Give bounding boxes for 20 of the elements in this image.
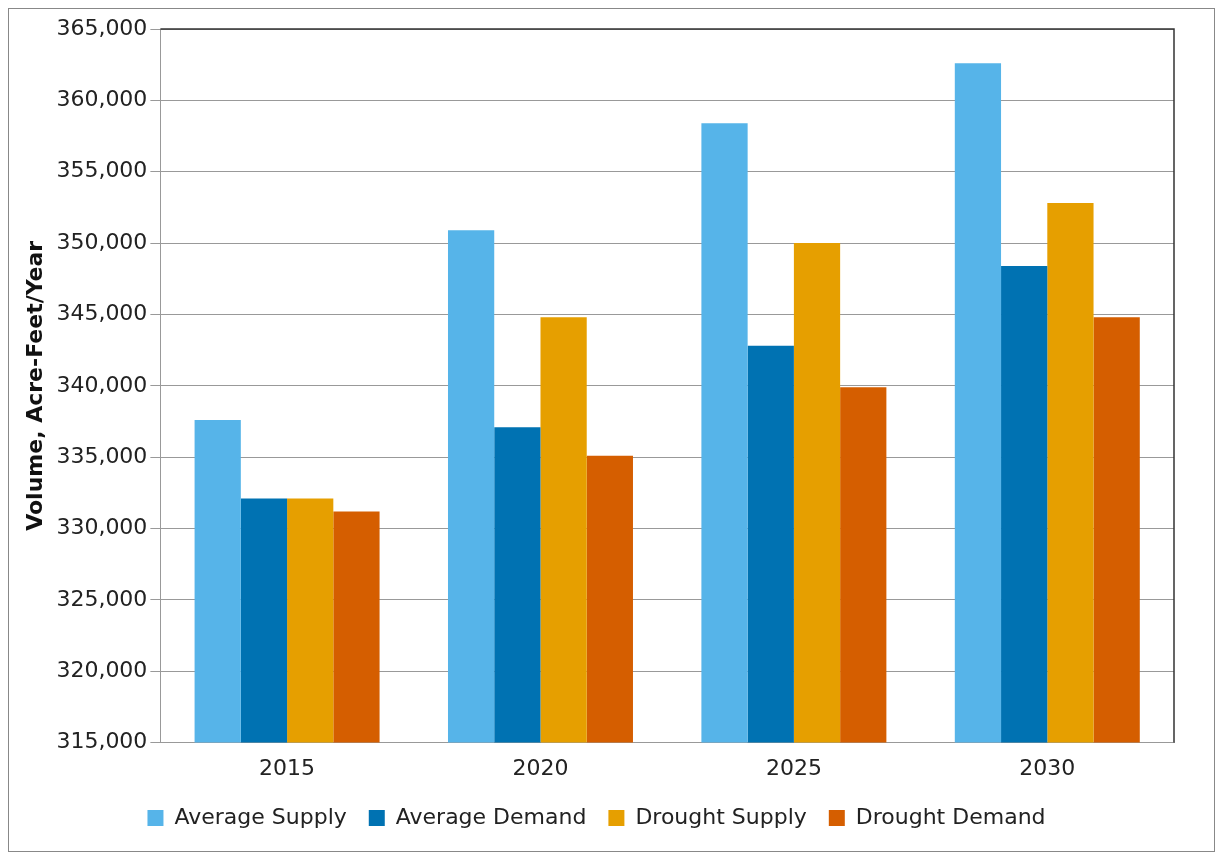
- y-tick-label: 320,000: [56, 656, 148, 682]
- y-axis-title: Volume, Acre-Feet/Year: [21, 240, 47, 531]
- y-tick-label: 365,000: [56, 14, 148, 40]
- y-tick-label: 325,000: [56, 585, 148, 611]
- y-tick-label: 345,000: [56, 300, 148, 326]
- legend-label: Average Supply: [174, 803, 347, 829]
- x-tick-label: 2015: [259, 754, 316, 780]
- y-tick-label: 315,000: [56, 728, 148, 754]
- x-tick-label: 2030: [1019, 754, 1076, 780]
- x-tick-label: 2025: [765, 754, 822, 780]
- y-tick-label: 350,000: [56, 228, 148, 254]
- y-tick-label: 335,000: [56, 442, 148, 468]
- y-tick-label: 330,000: [56, 514, 148, 540]
- legend-label: Drought Demand: [855, 803, 1046, 829]
- legend-label: Average Demand: [395, 803, 587, 829]
- x-tick-label: 2020: [512, 754, 569, 780]
- legend-label: Drought Supply: [635, 803, 807, 829]
- y-tick-label: 355,000: [56, 157, 148, 183]
- y-tick-label: 340,000: [56, 371, 148, 397]
- y-tick-label: 360,000: [56, 86, 148, 112]
